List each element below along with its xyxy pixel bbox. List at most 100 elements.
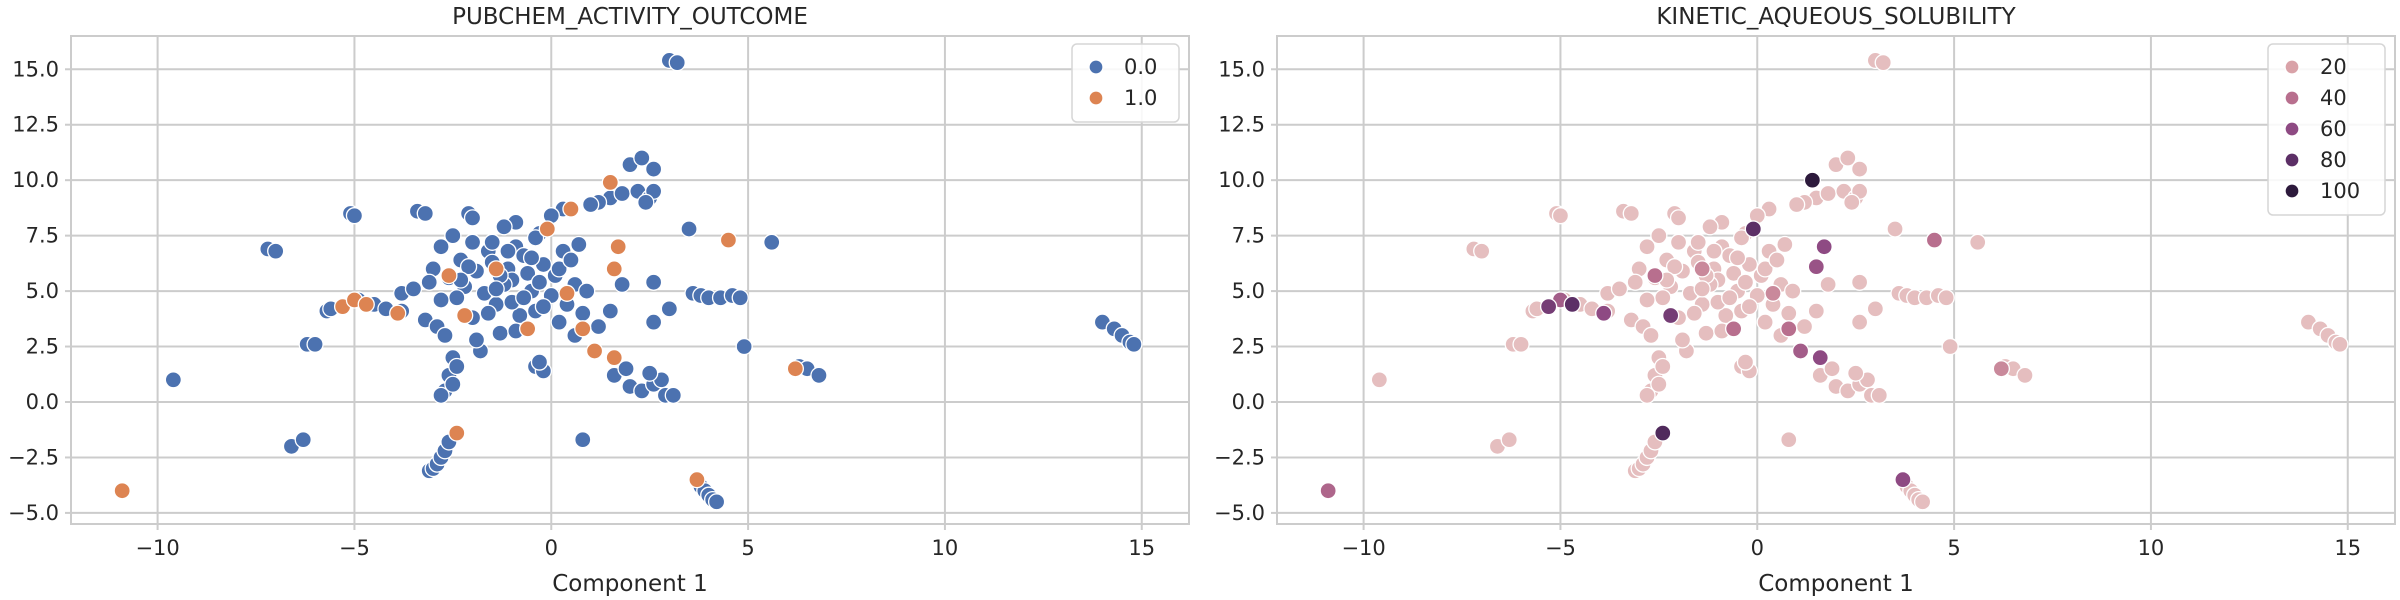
x-axis-label: Component 1 [1758, 571, 1913, 597]
scatter-point [601, 173, 619, 192]
y-tick-label: 7.5 [1232, 224, 1265, 248]
scatter-point [637, 193, 655, 212]
legend-marker [2284, 183, 2300, 199]
scatter-point [810, 366, 828, 385]
scatter-point [495, 218, 513, 236]
scatter-point [1874, 53, 1892, 72]
scatter-point [644, 273, 663, 291]
scatter-point [735, 337, 753, 356]
y-tick-label: −5.0 [8, 501, 59, 525]
scatter-point [499, 242, 517, 260]
scatter-point [719, 231, 738, 249]
scatter-point [786, 360, 804, 378]
y-tick-label: 0.0 [26, 390, 59, 414]
scatter-point [1500, 431, 1518, 449]
y-tick-label: −5.0 [1214, 501, 1265, 525]
scatter-point [562, 200, 580, 218]
y-tick-label: 10.0 [12, 168, 59, 192]
scatter-point [1839, 149, 1857, 167]
y-tick-label: −2.5 [8, 445, 59, 469]
scatter-point [578, 282, 596, 300]
x-tick-label: 15 [1128, 536, 1155, 560]
scatter-point [1780, 431, 1798, 449]
scatter-point [1693, 260, 1711, 278]
points [1319, 51, 2349, 511]
scatter-point [487, 260, 505, 278]
scatter-point [534, 297, 553, 316]
scatter-point [1319, 482, 1337, 500]
scatter-point [1768, 251, 1786, 269]
scatter-point [1744, 220, 1762, 238]
y-tick-label: 15.0 [1218, 57, 1265, 81]
scatter-point [1646, 266, 1664, 285]
scatter-point [1673, 331, 1692, 349]
scatter-point [448, 357, 466, 376]
scatter-point [605, 260, 623, 278]
scatter-point [1886, 220, 1904, 238]
scatter-point [389, 304, 407, 322]
points [113, 51, 1143, 511]
scatter-point [668, 53, 686, 72]
scatter-point [1705, 242, 1723, 260]
scatter-point [1724, 320, 1743, 338]
scatter-point [1756, 260, 1774, 278]
scatter-point [1992, 360, 2010, 378]
scatter-point [1803, 171, 1822, 189]
right-scatter-panel: −10 −5 0 5 10 15 −5.0 −2.5 0.0 2.5 5.0 7.5 10.0 12.5 1… [1214, 4, 2396, 597]
scatter-point [1850, 313, 1869, 331]
legend-marker [2284, 90, 2300, 106]
legend-label: 60 [2320, 117, 2347, 141]
scatter-point [1669, 209, 1688, 227]
legend-label: 80 [2320, 148, 2347, 172]
scatter-point [432, 386, 450, 404]
scatter-point [432, 238, 450, 256]
scatter-point [688, 470, 706, 489]
scatter-point [1539, 297, 1558, 316]
scatter-point [2016, 366, 2034, 385]
scatter-point [1764, 284, 1782, 302]
scatter-point [1642, 326, 1660, 345]
y-tick-label: 12.5 [1218, 113, 1265, 137]
scatter-point [487, 280, 505, 298]
x-tick-label: 10 [932, 536, 959, 560]
scatter-point [444, 375, 462, 393]
scatter-point [1736, 353, 1755, 371]
scatter-point [550, 313, 568, 331]
scatter-point [644, 160, 663, 178]
scatter-point [306, 335, 324, 353]
scatter-point [1512, 335, 1530, 353]
scatter-point [1610, 280, 1629, 298]
x-axis-label: Component 1 [552, 571, 707, 597]
scatter-point [1795, 317, 1814, 336]
scatter-point [1622, 204, 1640, 223]
scatter-point [558, 284, 576, 302]
legend-marker [1088, 59, 1104, 75]
plot-frame [70, 35, 1190, 525]
legend-marker [2284, 59, 2300, 75]
x-tick-label: −5 [339, 536, 370, 560]
scatter-point [515, 289, 533, 307]
grid [71, 36, 1189, 524]
legend-label: 100 [2320, 179, 2360, 203]
scatter-point [581, 195, 600, 214]
x-tick-label: 15 [2334, 536, 2361, 560]
scatter-point [432, 291, 450, 309]
chart-title: PUBCHEM_ACTIVITY_OUTCOME [452, 4, 808, 30]
scatter-point [1626, 273, 1644, 291]
legend-label: 40 [2320, 86, 2347, 110]
x-tick-label: 0 [1751, 536, 1764, 560]
scatter-point [1595, 304, 1613, 322]
scatter-point [1866, 300, 1885, 318]
scatter-point [483, 233, 501, 251]
scatter-point [613, 275, 631, 294]
legend-label: 1.0 [1124, 86, 1157, 110]
legend-label: 20 [2320, 55, 2347, 79]
y-tick-label: 10.0 [1218, 168, 1265, 192]
scatter-point [1563, 295, 1581, 314]
scatter-point [707, 493, 726, 511]
scatter-point [436, 326, 454, 345]
scatter-point [456, 306, 474, 325]
scatter-point [1701, 218, 1719, 236]
y-tick-label: 15.0 [12, 57, 59, 81]
